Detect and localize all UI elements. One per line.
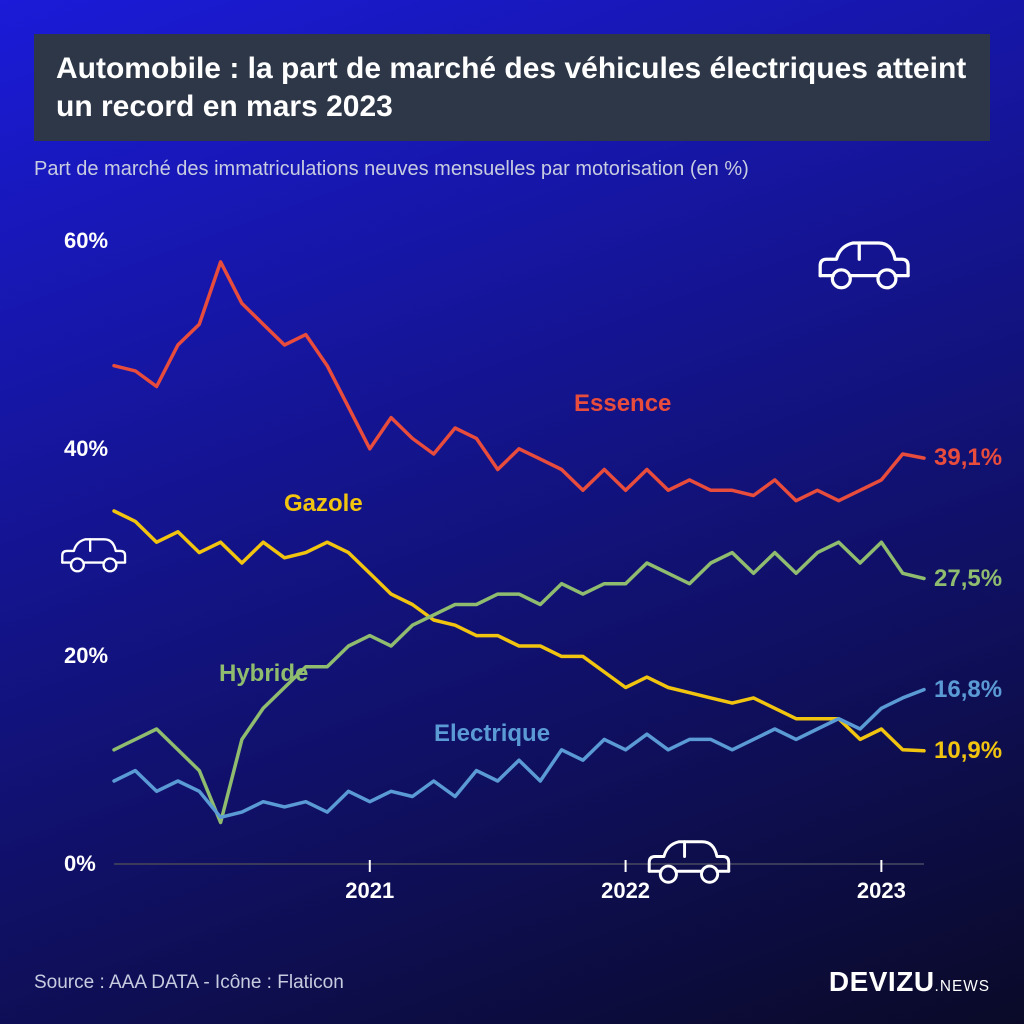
series-label-electrique: Electrique xyxy=(434,720,550,748)
y-axis-tick: 40% xyxy=(64,436,108,462)
car-icon xyxy=(810,230,915,295)
chart-area: 0%20%40%60%202120222023Essence39,1%Gazol… xyxy=(34,200,924,914)
car-icon xyxy=(810,230,915,295)
end-label-essence: 39,1% xyxy=(934,444,1002,472)
series-gazole xyxy=(114,511,924,751)
y-axis-tick: 20% xyxy=(64,643,108,669)
chart-title: Automobile : la part de marché des véhic… xyxy=(34,34,990,141)
series-label-gazole: Gazole xyxy=(284,490,363,518)
brand-sub: .NEWS xyxy=(935,978,990,995)
y-axis-tick: 60% xyxy=(64,228,108,254)
x-axis-tick: 2023 xyxy=(857,878,906,904)
series-electrique xyxy=(114,690,924,818)
car-icon xyxy=(640,830,735,889)
x-axis-tick: 2021 xyxy=(345,878,394,904)
end-label-electrique: 16,8% xyxy=(934,676,1002,704)
brand-main: DEVIZU xyxy=(829,966,935,997)
source-text: Source : AAA DATA - Icône : Flaticon xyxy=(34,972,344,994)
end-label-hybride: 27,5% xyxy=(934,565,1002,593)
end-label-gazole: 10,9% xyxy=(934,737,1002,765)
series-label-essence: Essence xyxy=(574,390,671,418)
chart-subtitle: Part de marché des immatriculations neuv… xyxy=(34,158,749,181)
series-label-hybride: Hybride xyxy=(219,660,308,688)
y-axis-tick: 0% xyxy=(64,851,96,877)
car-icon xyxy=(640,830,735,889)
brand-logo: DEVIZU.NEWS xyxy=(829,966,990,998)
car-icon xyxy=(55,530,130,577)
series-essence xyxy=(114,262,924,501)
car-icon xyxy=(55,530,130,577)
line-chart xyxy=(34,200,924,914)
title-text: Automobile : la part de marché des véhic… xyxy=(56,52,966,123)
